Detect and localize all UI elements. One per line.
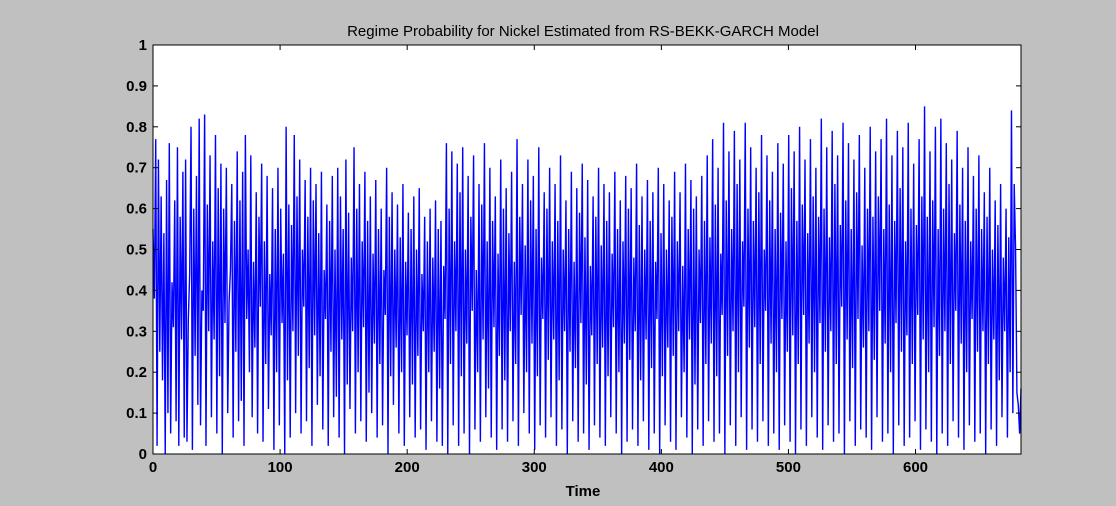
x-tick-label: 0 [149,459,157,476]
x-tick-label: 200 [395,459,420,476]
series-layer [152,106,1022,455]
y-tick-label: 0.3 [126,323,147,340]
chart-title: Regime Probability for Nickel Estimated … [347,23,819,40]
x-axis-label: Time [566,483,601,500]
y-tick-label: 0.5 [126,242,147,259]
x-tick-label: 500 [776,459,801,476]
x-axis: 0 100 200 300 400 500 600 [149,45,928,476]
x-tick-label: 300 [522,459,547,476]
y-tick-label: 0.9 [126,78,147,95]
y-tick-label: 0.4 [126,282,148,299]
y-tick-label: 0.1 [126,405,147,422]
x-tick-label: 400 [649,459,674,476]
x-tick-label: 100 [268,459,293,476]
y-tick-label: 1 [139,37,147,54]
y-tick-label: 0.2 [126,364,147,381]
y-tick-label: 0 [139,446,147,463]
y-tick-label: 0.7 [126,160,147,177]
y-tick-label: 0.8 [126,119,147,136]
series-line-0 [152,106,1022,455]
y-axis: 0 0.1 0.2 0.3 0.4 0.5 0.6 0.7 0.8 0.9 1 [126,37,1021,463]
x-tick-label: 600 [903,459,928,476]
y-tick-label: 0.6 [126,201,147,218]
